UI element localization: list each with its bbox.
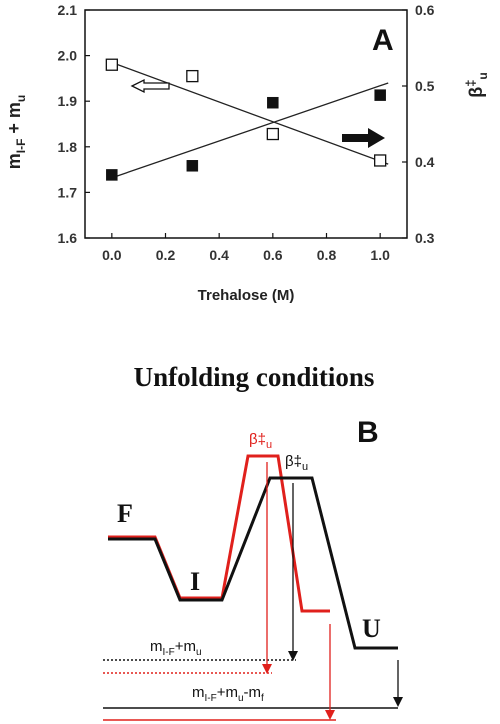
y-right-tick-label: 0.4: [415, 154, 435, 170]
y-left-tick-label: 2.0: [58, 48, 78, 64]
y-left-axis-title: mI-F + mu: [4, 95, 28, 170]
y-left-tick-label: 1.9: [58, 93, 78, 109]
panel-b: Unfolding conditions B F I U β‡u β‡u: [103, 362, 403, 721]
m-if-mu-label: mI-F+mu: [150, 638, 202, 658]
open-square-point: [374, 154, 387, 167]
state-f-label: F: [117, 499, 133, 528]
beta-red-label: β‡u: [249, 431, 272, 451]
open-arrow-left-icon: [130, 78, 170, 94]
x-tick-label: 0.0: [102, 247, 122, 263]
y-left-tick-label: 1.7: [58, 184, 78, 200]
y-left-tick-label: 1.8: [58, 139, 78, 155]
x-tick-label: 0.4: [209, 247, 229, 263]
y-right-tick-label: 0.6: [415, 2, 435, 18]
open-series-fit-line: [108, 60, 389, 165]
panel-a-letter: A: [372, 24, 394, 57]
x-tick-label: 0.8: [317, 247, 337, 263]
y-right-tick-label: 0.3: [415, 230, 435, 246]
filled-square-point: [374, 89, 386, 101]
plot-frame: [84, 9, 408, 239]
red-arrow-upper-head: [262, 664, 272, 674]
y-right-axis-ticks: 0.3 0.4 0.5 0.6: [402, 2, 435, 246]
open-square-point: [105, 58, 118, 71]
black-arrow-lower-head: [393, 697, 403, 707]
black-energy-profile: [108, 476, 398, 650]
y-right-tick-label: 0.5: [415, 78, 435, 94]
y-left-tick-label: 1.6: [58, 230, 78, 246]
panel-a: A 0.0 0.2 0.4 0.6 0.8 1.0 1.61.71.81.92.02.1 …: [4, 2, 490, 304]
y-left-axis-ticks: 1.6 1.7 1.8 1.9 2.0 2.1: [58, 2, 90, 246]
black-arrow-upper-head: [288, 651, 298, 661]
x-axis-ticks: 0.0 0.2 0.4 0.6 0.8 1.0: [102, 233, 390, 263]
panel-b-letter: B: [357, 416, 379, 449]
state-u-label: U: [362, 614, 381, 643]
open-square-point: [186, 69, 199, 83]
x-axis-title: Trehalose (M): [198, 287, 295, 304]
x-tick-label: 0.2: [156, 247, 176, 263]
filled-series-fit-line: [108, 82, 389, 180]
filled-square-point: [186, 160, 199, 172]
y-right-axis-title: β‡u: [463, 72, 490, 98]
x-tick-label: 1.0: [370, 247, 390, 263]
filled-square-point: [106, 169, 118, 181]
panel-b-title: Unfolding conditions: [134, 362, 375, 392]
y-left-tick-label: 2.1: [58, 2, 78, 18]
m-if-mu-mf-label: mI-F+mu-mf: [192, 684, 264, 704]
state-i-label: I: [190, 567, 200, 596]
fit-lines: [108, 60, 389, 180]
data-markers: [105, 58, 387, 181]
red-arrow-lower-head: [325, 710, 335, 720]
open-square-point: [266, 127, 279, 141]
beta-black-label: β‡u: [285, 453, 308, 473]
filled-square-point: [267, 96, 279, 109]
filled-arrow-right-icon: [342, 128, 385, 148]
x-tick-label: 0.6: [263, 247, 283, 263]
